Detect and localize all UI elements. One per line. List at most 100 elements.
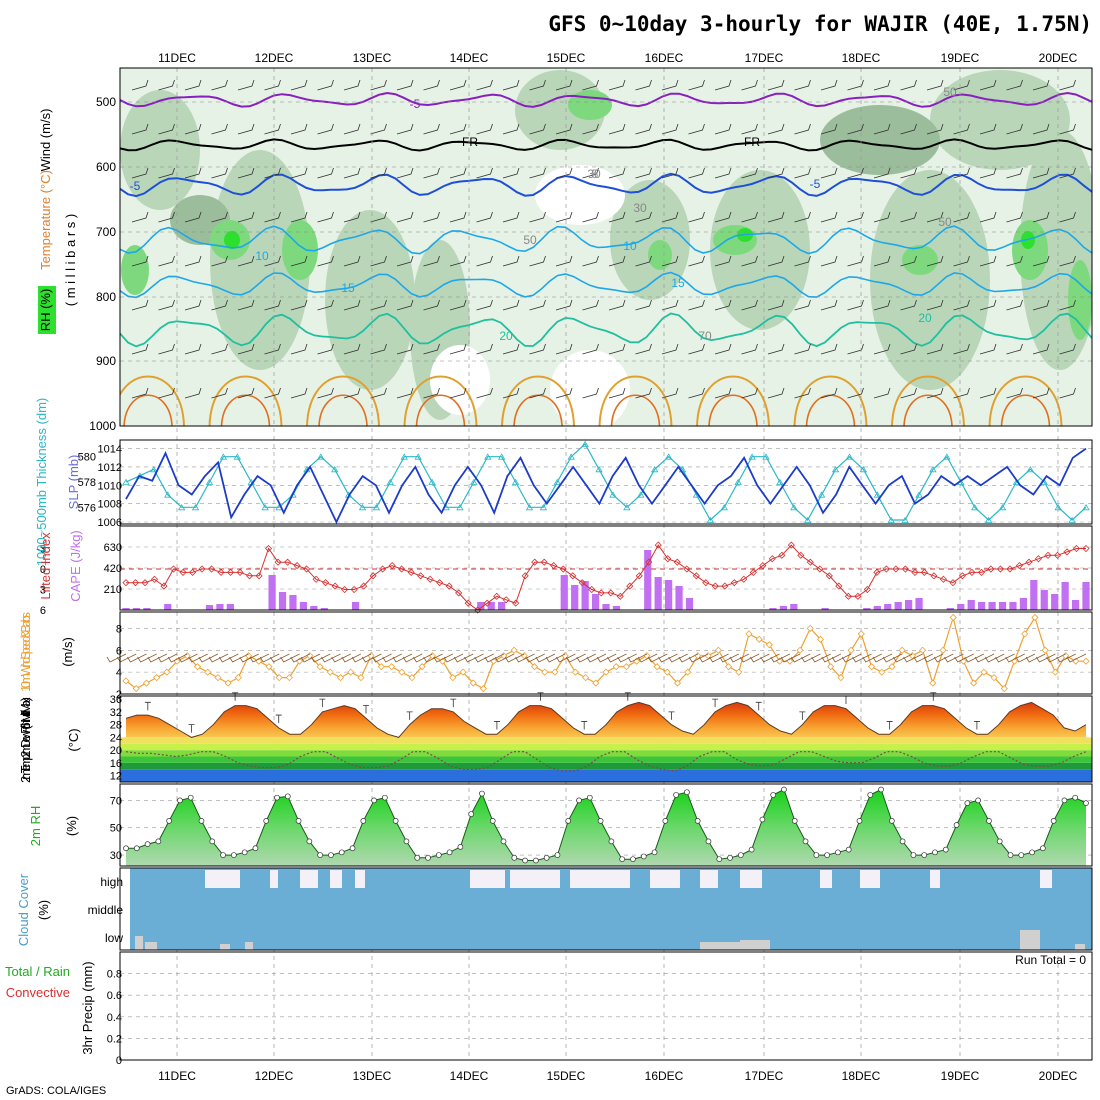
rh2m-ylabel: 2m RH	[28, 806, 43, 846]
cape-bar	[978, 602, 986, 610]
thickness-point	[776, 478, 784, 485]
li-point	[607, 589, 615, 597]
li-point	[1053, 551, 1062, 559]
cape-bar	[1040, 590, 1048, 610]
upper-wind-barb	[926, 79, 944, 91]
cape-panel-ylabels: Lifted Index CAPE (J/kg)	[38, 530, 83, 602]
cape-bar	[675, 586, 683, 610]
rh2m-point	[737, 852, 744, 858]
upper-wind-barb	[1006, 299, 1023, 311]
cape-bar	[769, 608, 777, 610]
slp-tick-label: 1008	[98, 499, 122, 511]
upper-wind-barb	[926, 299, 944, 311]
cape-bar	[894, 602, 902, 610]
wind-speed-point	[735, 668, 743, 676]
thickness-point	[400, 453, 408, 460]
li-point	[892, 565, 900, 573]
li-point	[236, 568, 244, 576]
wind-speed-point	[1082, 657, 1090, 665]
rh2m-point	[220, 852, 226, 858]
rh-shade-1	[210, 150, 310, 370]
x-day-label-top: 17DEC	[745, 51, 784, 65]
surface-wind-barb	[923, 653, 944, 663]
rh2m-point	[781, 786, 787, 793]
li-point	[721, 582, 729, 590]
li-point	[768, 555, 776, 563]
wind-speed-point	[1021, 630, 1029, 638]
contour-label: 10	[623, 239, 637, 253]
upper-wind-barb	[926, 387, 944, 399]
upper-wind-barb	[661, 167, 679, 179]
surface-wind-barb	[984, 653, 1005, 663]
rh2m-point	[619, 856, 626, 863]
upper-wind-barb	[529, 255, 546, 267]
isotherm-30-hump	[220, 394, 271, 426]
upper-wind-barb	[264, 255, 281, 267]
temp-minmax-marker	[493, 721, 500, 730]
upper-wind-barb	[608, 79, 626, 91]
surface-wind-barb	[750, 653, 770, 663]
upper-wind-barb	[423, 79, 440, 91]
upper-wind-barb	[449, 123, 467, 135]
surface-wind-barb	[596, 653, 617, 663]
rh2m-point	[435, 852, 442, 858]
li-point	[493, 592, 501, 600]
surface-wind-barb	[453, 653, 474, 663]
rh-green-7	[1012, 220, 1048, 280]
freezing-level-line	[120, 138, 1092, 152]
isotherm-25-hump	[501, 375, 575, 426]
surface-wind-barb	[341, 653, 362, 663]
upper-wind-barb	[926, 123, 944, 135]
upper-wind-barb	[820, 211, 838, 223]
rh2m-point	[306, 838, 313, 845]
upper-wind-barb	[555, 167, 573, 179]
upper-wind-barb	[900, 343, 917, 355]
upper-wind-barb	[1032, 299, 1050, 311]
cape-bar	[487, 602, 495, 610]
surface-wind-barb	[464, 653, 484, 663]
temp-minmax-marker	[843, 695, 849, 704]
cape-bar	[612, 606, 621, 610]
rh-green-8	[1068, 260, 1092, 340]
surface-wind-barb	[1066, 653, 1087, 663]
upper-wind-barb	[741, 79, 758, 91]
upper-wind-barb	[158, 167, 175, 179]
li-point	[445, 582, 453, 590]
pressure-tick-label: 800	[96, 290, 116, 304]
rh2m-point	[727, 854, 733, 861]
wind-speed-point	[530, 663, 539, 671]
li-point	[996, 565, 1005, 573]
cloud-gap-high	[570, 870, 630, 888]
li-point	[958, 572, 967, 580]
contour-label: 30	[633, 201, 647, 215]
rh2m-point	[511, 854, 518, 861]
rh2m-point	[317, 852, 324, 858]
upper-wind-barb	[1006, 387, 1023, 399]
upper-wind-barb	[423, 387, 440, 399]
upper-wind-barb	[661, 387, 679, 399]
upper-wind-barb	[794, 123, 811, 135]
upper-wind-barb	[343, 79, 361, 91]
surface-wind-barb	[310, 653, 331, 663]
upper-wind-barb	[396, 343, 414, 355]
cape-bar	[268, 575, 276, 610]
x-day-label-bottom: 14DEC	[450, 1069, 489, 1083]
upper-wind-barb	[635, 343, 652, 355]
cape-bar	[1009, 602, 1017, 610]
cape-bar	[946, 608, 954, 610]
cape-bar	[957, 604, 965, 610]
upper-wind-barb	[502, 255, 520, 267]
surface-wind-barb	[607, 653, 627, 663]
surface-wind-barb	[515, 653, 535, 663]
surface-wind-barb	[361, 653, 382, 663]
upper-wind-barb	[582, 299, 599, 311]
thickness-point	[567, 453, 575, 460]
upper-wind-barb	[847, 255, 864, 267]
cape-tick-label: 630	[104, 542, 122, 554]
li-point	[521, 572, 529, 580]
thickness-point	[386, 478, 395, 485]
li-point	[379, 565, 387, 573]
run-total: Run Total = 0	[1015, 953, 1086, 967]
cloud-gap-high	[650, 870, 680, 888]
upper-wind-barb	[1006, 211, 1023, 223]
